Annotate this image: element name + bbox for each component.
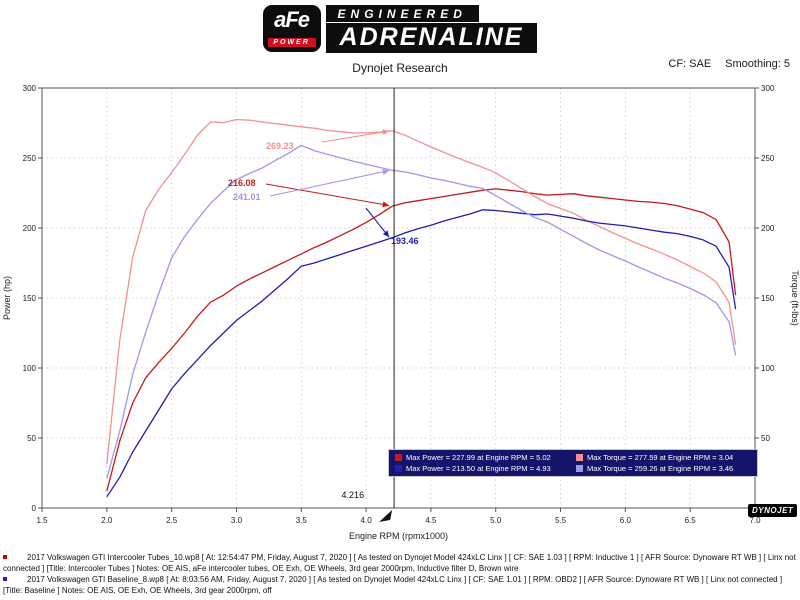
logo-adrenaline: ADRENALINE [325, 23, 538, 53]
annotation-arrow [265, 183, 390, 207]
legend-item-max-torque-2: Max Torque = 259.26 at Engine RPM = 3.46 [576, 464, 751, 473]
y-tick-label-left: 250 [23, 154, 37, 163]
run-info-intercooler-tubes: 2017 Volkswagen GTI Intercooler Tubes_10… [3, 553, 797, 574]
y-tick-label-left: 0 [32, 504, 37, 513]
x-tick-label: 3.5 [296, 516, 308, 525]
y-axis-title-left: Power (hp) [2, 276, 12, 320]
annotation-arrowhead [382, 168, 390, 175]
y-tick-label-left: 200 [23, 224, 37, 233]
annotation-193.46: 193.46 [391, 236, 419, 246]
x-tick-label: 2.0 [101, 516, 113, 525]
afe-logo-text: aFe [274, 7, 310, 32]
annotation-241.01: 241.01 [233, 192, 261, 202]
annotation-arrow [321, 130, 390, 143]
chart-legend: Max Power = 227.99 at Engine RPM = 5.02 … [388, 449, 758, 477]
logo-engineered: ENGINEERED [325, 5, 479, 22]
annotation-arrowhead [382, 201, 390, 208]
x-tick-label: 4.5 [425, 516, 437, 525]
x-tick-label: 1.5 [36, 516, 48, 525]
x-tick-label: 6.5 [685, 516, 697, 525]
y-tick-label-left: 150 [23, 294, 37, 303]
legend-item-max-power-1: Max Power = 227.99 at Engine RPM = 5.02 [395, 453, 570, 462]
run-info-footer: 2017 Volkswagen GTI Intercooler Tubes_10… [3, 553, 797, 597]
annotation-arrowhead [382, 230, 390, 238]
annotation-arrowhead [382, 129, 390, 136]
annotation-269.23: 269.23 [266, 141, 294, 151]
dynojet-logo: DYNOJET [748, 504, 798, 517]
afe-brand-logo: aFe POWER ENGINEERED ADRENALINE [0, 5, 800, 53]
y-tick-label-right: 50 [761, 434, 770, 443]
smoothing-value: Smoothing: 5 [725, 58, 790, 70]
cursor-value-label: 4.216 [342, 490, 365, 500]
chart-title: Dynojet Research [352, 61, 448, 75]
x-tick-label: 6.0 [620, 516, 632, 525]
y-tick-label-right: 200 [761, 224, 775, 233]
dyno-chart[interactable]: 1.52.02.53.03.54.04.55.05.56.06.57.00050… [0, 78, 800, 553]
y-tick-label-left: 100 [23, 364, 37, 373]
y-tick-label-right: 300 [761, 84, 775, 93]
legend-swatch-lightred [576, 454, 583, 461]
cursor-arrow [379, 510, 393, 522]
annotation-216.08: 216.08 [228, 178, 256, 188]
legend-label: Max Torque = 259.26 at Engine RPM = 3.46 [587, 464, 734, 473]
x-tick-label: 2.5 [166, 516, 178, 525]
series-power-intercooler-tubes [106, 188, 737, 492]
run2-marker [3, 577, 7, 581]
run1-marker [3, 555, 7, 559]
legend-swatch-blue [395, 465, 402, 472]
legend-item-max-power-2: Max Power = 213.50 at Engine RPM = 4.93 [395, 464, 570, 473]
legend-label: Max Power = 227.99 at Engine RPM = 5.02 [406, 453, 551, 462]
x-tick-label: 3.0 [231, 516, 243, 525]
afe-power-label: POWER [267, 38, 316, 47]
logo-wordmark: ENGINEERED ADRENALINE [325, 5, 538, 53]
series-torque-intercooler-tubes [106, 118, 737, 464]
y-tick-label-left: 300 [23, 84, 37, 93]
y-tick-label-right: 150 [761, 294, 775, 303]
series-torque-baseline [106, 144, 737, 479]
afe-power-badge: aFe POWER [262, 5, 321, 52]
x-tick-label: 4.0 [361, 516, 373, 525]
annotation-arrow [269, 170, 390, 197]
y-axis-title-right: Torque (ft-lbs) [790, 270, 800, 326]
y-tick-label-right: 100 [761, 364, 775, 373]
run2-text: 2017 Volkswagen GTI Baseline_8.wp8 [ At:… [3, 575, 783, 595]
legend-label: Max Power = 213.50 at Engine RPM = 4.93 [406, 464, 551, 473]
run1-text: 2017 Volkswagen GTI Intercooler Tubes_10… [3, 553, 796, 573]
series-power-baseline [106, 209, 737, 498]
run-info-baseline: 2017 Volkswagen GTI Baseline_8.wp8 [ At:… [3, 575, 797, 596]
x-tick-label: 5.5 [555, 516, 567, 525]
legend-swatch-red [395, 454, 402, 461]
correction-smoothing-label: CF: SAE Smoothing: 5 [668, 58, 790, 70]
y-tick-label-left: 50 [27, 434, 36, 443]
cf-value: CF: SAE [668, 58, 712, 70]
x-tick-label: 7.0 [749, 516, 761, 525]
x-tick-label: 5.0 [490, 516, 502, 525]
x-axis-title: Engine RPM (rpmx1000) [349, 531, 448, 541]
legend-swatch-lightblue [576, 465, 583, 472]
legend-item-max-torque-1: Max Torque = 277.59 at Engine RPM = 3.04 [576, 453, 751, 462]
legend-label: Max Torque = 277.59 at Engine RPM = 3.04 [587, 453, 734, 462]
y-tick-label-right: 250 [761, 154, 775, 163]
